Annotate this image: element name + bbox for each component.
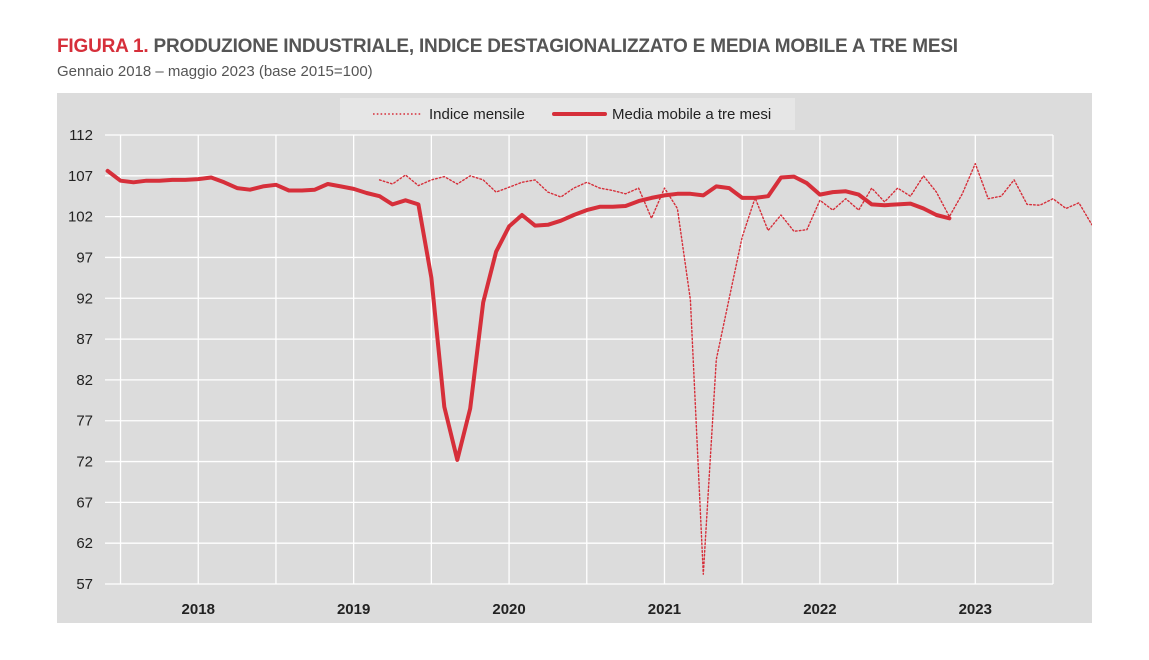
x-tick-label: 2021	[648, 601, 681, 618]
chart-title: FIGURA 1. PRODUZIONE INDUSTRIALE, INDICE…	[57, 36, 958, 58]
y-tick-label: 77	[76, 413, 93, 430]
chart-subtitle: Gennaio 2018 – maggio 2023 (base 2015=10…	[57, 63, 373, 80]
y-tick-label: 67	[76, 494, 93, 511]
y-tick-label: 92	[76, 290, 93, 307]
y-tick-label: 107	[68, 168, 93, 185]
x-tick-label: 2023	[959, 601, 992, 618]
y-tick-label: 57	[76, 576, 93, 593]
x-tick-label: 2020	[492, 601, 525, 618]
y-tick-label: 102	[68, 209, 93, 226]
series-line-moving-average	[105, 168, 952, 462]
series-line-monthly-index	[378, 162, 1092, 575]
legend-label-monthly-index: Indice mensile	[429, 106, 525, 123]
x-tick-label: 2022	[803, 601, 836, 618]
title-text: PRODUZIONE INDUSTRIALE, INDICE DESTAGION…	[153, 36, 959, 57]
y-tick-label: 62	[76, 535, 93, 552]
y-tick-label: 87	[76, 331, 93, 348]
figure-label: FIGURA 1.	[57, 36, 149, 57]
chart-panel: 112 107 102 97 92 87 82 77 72 67 62 57 2018 2019 2020 2…	[57, 93, 1092, 623]
y-tick-label: 97	[76, 249, 93, 266]
y-tick-label: 72	[76, 454, 93, 471]
legend-label-moving-average: Media mobile a tre mesi	[612, 106, 771, 123]
y-tick-label: 112	[69, 127, 93, 144]
line-chart: 112 107 102 97 92 87 82 77 72 67 62 57 2018 2019 2020 2…	[68, 98, 1092, 618]
x-tick-label: 2019	[337, 601, 370, 618]
x-tick-label: 2018	[182, 601, 215, 618]
y-tick-label: 82	[76, 372, 93, 389]
